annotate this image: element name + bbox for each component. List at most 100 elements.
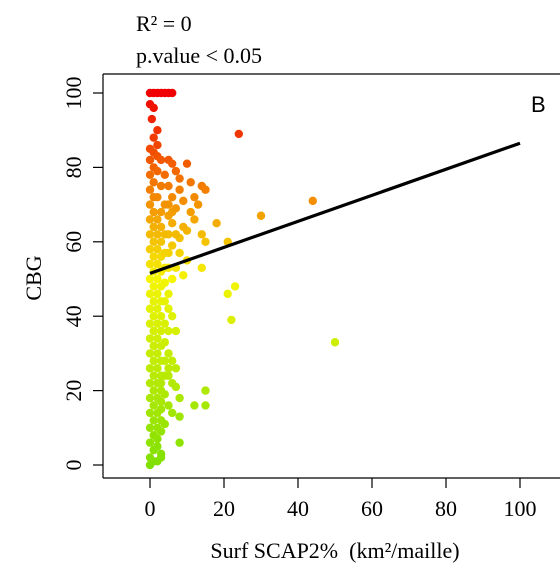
panel-label: B xyxy=(531,92,546,117)
data-point xyxy=(153,126,162,135)
data-point xyxy=(153,230,162,239)
y-tick-label: 0 xyxy=(61,460,86,471)
y-tick-label: 100 xyxy=(61,77,86,110)
data-point xyxy=(168,274,177,284)
y-axis-title: CBG xyxy=(21,255,46,300)
data-point xyxy=(145,185,155,194)
data-point xyxy=(149,222,158,232)
data-point xyxy=(149,371,158,380)
data-point xyxy=(156,237,166,246)
data-point xyxy=(149,401,158,410)
data-point xyxy=(160,371,169,380)
data-point xyxy=(164,326,173,336)
data-point xyxy=(175,393,184,403)
data-point xyxy=(160,319,169,328)
data-point xyxy=(168,408,177,418)
data-points xyxy=(145,88,340,470)
data-point xyxy=(145,408,155,418)
data-point xyxy=(193,200,203,209)
data-point xyxy=(164,364,173,373)
data-point xyxy=(149,297,158,306)
x-tick-label: 40 xyxy=(287,496,309,521)
data-point xyxy=(201,386,210,395)
data-point xyxy=(153,334,162,343)
data-point xyxy=(179,271,188,280)
data-point xyxy=(171,230,181,239)
data-point xyxy=(160,356,169,366)
regression-line xyxy=(149,141,521,275)
data-point xyxy=(156,453,166,462)
x-tick-label: 0 xyxy=(145,496,156,521)
data-point xyxy=(149,431,158,440)
data-point xyxy=(147,114,157,124)
x-tick-label: 60 xyxy=(361,496,383,521)
data-point xyxy=(153,215,162,224)
data-point xyxy=(190,192,199,202)
data-point xyxy=(145,245,155,254)
data-point xyxy=(149,341,158,351)
data-point xyxy=(330,338,340,347)
data-point xyxy=(149,326,158,336)
data-point xyxy=(164,304,173,313)
data-point xyxy=(145,393,155,403)
data-point xyxy=(156,397,166,406)
data-point xyxy=(145,378,155,388)
data-point xyxy=(175,248,184,258)
data-point xyxy=(149,445,158,455)
data-point xyxy=(145,200,155,209)
data-point xyxy=(153,245,162,254)
data-point xyxy=(149,133,158,142)
data-point xyxy=(201,237,210,246)
data-point xyxy=(201,401,210,410)
data-point xyxy=(156,207,166,217)
data-point xyxy=(168,88,177,98)
data-point xyxy=(156,326,166,336)
y-tick-label: 60 xyxy=(61,231,86,253)
data-point xyxy=(234,129,243,139)
data-point xyxy=(256,211,266,220)
data-point xyxy=(145,274,155,284)
data-point xyxy=(145,230,155,239)
x-tick-label: 80 xyxy=(435,496,457,521)
data-point xyxy=(145,289,155,299)
data-point xyxy=(168,219,177,228)
data-point xyxy=(156,341,166,351)
data-point xyxy=(149,356,158,366)
data-point xyxy=(168,241,177,250)
data-point xyxy=(164,289,173,299)
data-point xyxy=(168,192,177,202)
data-point xyxy=(153,140,162,150)
data-point xyxy=(149,416,158,425)
data-point xyxy=(149,312,158,321)
stat-r-squared: R² = 0 xyxy=(136,11,192,36)
data-point xyxy=(190,401,199,410)
data-point xyxy=(190,215,199,224)
data-point xyxy=(153,408,162,418)
data-point xyxy=(164,181,173,191)
data-point xyxy=(186,178,195,187)
x-tick-label: 100 xyxy=(504,496,537,521)
x-tick-label: 20 xyxy=(213,496,235,521)
data-point xyxy=(149,386,158,395)
data-point xyxy=(149,237,158,246)
data-point xyxy=(160,248,169,258)
data-point xyxy=(168,356,177,366)
y-tick-label: 80 xyxy=(61,156,86,178)
data-point xyxy=(153,259,162,269)
data-point xyxy=(153,423,162,432)
y-axis: 0 20 40 60 80 100 xyxy=(61,77,103,471)
data-point xyxy=(153,304,162,313)
data-point xyxy=(171,364,181,373)
y-tick-label: 40 xyxy=(61,305,86,327)
data-point xyxy=(171,382,181,392)
data-point xyxy=(186,207,195,217)
data-point xyxy=(145,438,155,447)
data-point xyxy=(212,219,221,228)
data-point xyxy=(156,181,166,191)
data-point xyxy=(153,349,162,358)
data-point xyxy=(197,263,206,273)
data-point xyxy=(145,304,155,313)
data-point xyxy=(160,170,169,180)
data-point xyxy=(164,349,173,358)
data-point xyxy=(149,207,158,217)
